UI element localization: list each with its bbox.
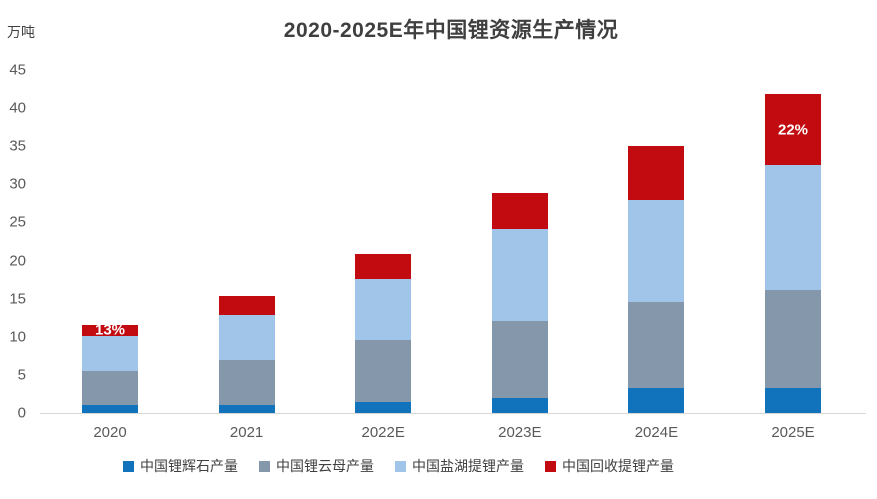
- y-axis-tick-label: 0: [17, 404, 26, 422]
- x-axis-tick-label: 2024E: [634, 424, 679, 441]
- chart-title: 2020-2025E年中国锂资源生产情况: [283, 19, 619, 42]
- y-axis-unit-label: 万吨: [7, 24, 35, 40]
- bar-2022E-segment-2: [355, 278, 412, 340]
- legend-item-2: 中国盐湖提锂产量: [395, 456, 524, 476]
- x-axis-tick-label: 2025E: [771, 424, 815, 441]
- bar-2021-segment-2: [218, 314, 275, 360]
- bar-2024E-segment-2: [628, 199, 685, 302]
- legend-label: 中国盐湖提锂产量: [412, 458, 524, 474]
- bar-2021-segment-1: [218, 359, 275, 406]
- y-axis-tick-label: 45: [9, 61, 26, 79]
- legend-label: 中国锂辉石产量: [140, 458, 238, 474]
- bar-2020-segment-3: [82, 324, 138, 336]
- y-axis-tick-label: 5: [17, 366, 26, 384]
- y-axis-tick-label: 35: [9, 137, 26, 155]
- x-axis-line: [40, 413, 866, 414]
- bar-2022E-segment-1: [355, 339, 412, 402]
- bar-2023E-segment-2: [491, 229, 548, 321]
- bar-2021-segment-3: [218, 295, 275, 315]
- bar-2024E-segment-1: [628, 301, 685, 388]
- legend-label: 中国锂云母产量: [276, 458, 374, 474]
- bar-2021-segment-0: [218, 405, 275, 413]
- legend-swatch-icon: [545, 460, 556, 472]
- x-axis-tick-label: 2021: [229, 424, 264, 441]
- data-label: 13%: [94, 321, 126, 339]
- legend-swatch-icon: [395, 460, 406, 472]
- bar-2025E-segment-1: [765, 289, 821, 388]
- y-axis-tick-label: 20: [9, 252, 26, 270]
- legend: 中国锂辉石产量 中国锂云母产量 中国盐湖提锂产量 中国回收提锂产量: [0, 456, 797, 476]
- y-axis-tick-label: 40: [9, 99, 26, 117]
- y-axis-tick-label: 15: [9, 290, 26, 308]
- bar-2023E-segment-3: [491, 193, 548, 230]
- legend-item-3: 中国回收提锂产量: [545, 456, 674, 476]
- bar-2020-segment-2: [82, 336, 138, 372]
- legend-item-1: 中国锂云母产量: [259, 456, 374, 476]
- bar-2020-segment-1: [82, 371, 138, 406]
- legend-item-0: 中国锂辉石产量: [123, 456, 238, 476]
- bar-2024E-segment-3: [628, 146, 685, 200]
- legend-swatch-icon: [123, 460, 134, 472]
- bar-2023E-segment-0: [491, 397, 548, 413]
- bar-2025E-segment-3: [765, 94, 821, 166]
- x-axis-tick-label: 2020: [93, 424, 127, 441]
- x-axis-tick-label: 2022E: [361, 424, 405, 441]
- bar-2023E-segment-1: [491, 320, 548, 398]
- bar-2025E-segment-2: [765, 165, 821, 290]
- data-label: 22%: [777, 121, 809, 139]
- bar-2022E-segment-0: [355, 401, 412, 413]
- y-axis-tick-label: 10: [9, 328, 26, 346]
- y-axis-tick-label: 30: [9, 175, 26, 193]
- y-axis-tick-label: 25: [9, 213, 26, 231]
- bar-2025E-segment-0: [765, 387, 821, 413]
- x-axis-tick-label: 2023E: [498, 424, 542, 441]
- legend-swatch-icon: [259, 460, 270, 472]
- legend-label: 中国回收提锂产量: [562, 458, 674, 474]
- bar-2020-segment-0: [82, 405, 138, 413]
- bar-2024E-segment-0: [628, 387, 685, 413]
- bar-2022E-segment-3: [355, 254, 412, 279]
